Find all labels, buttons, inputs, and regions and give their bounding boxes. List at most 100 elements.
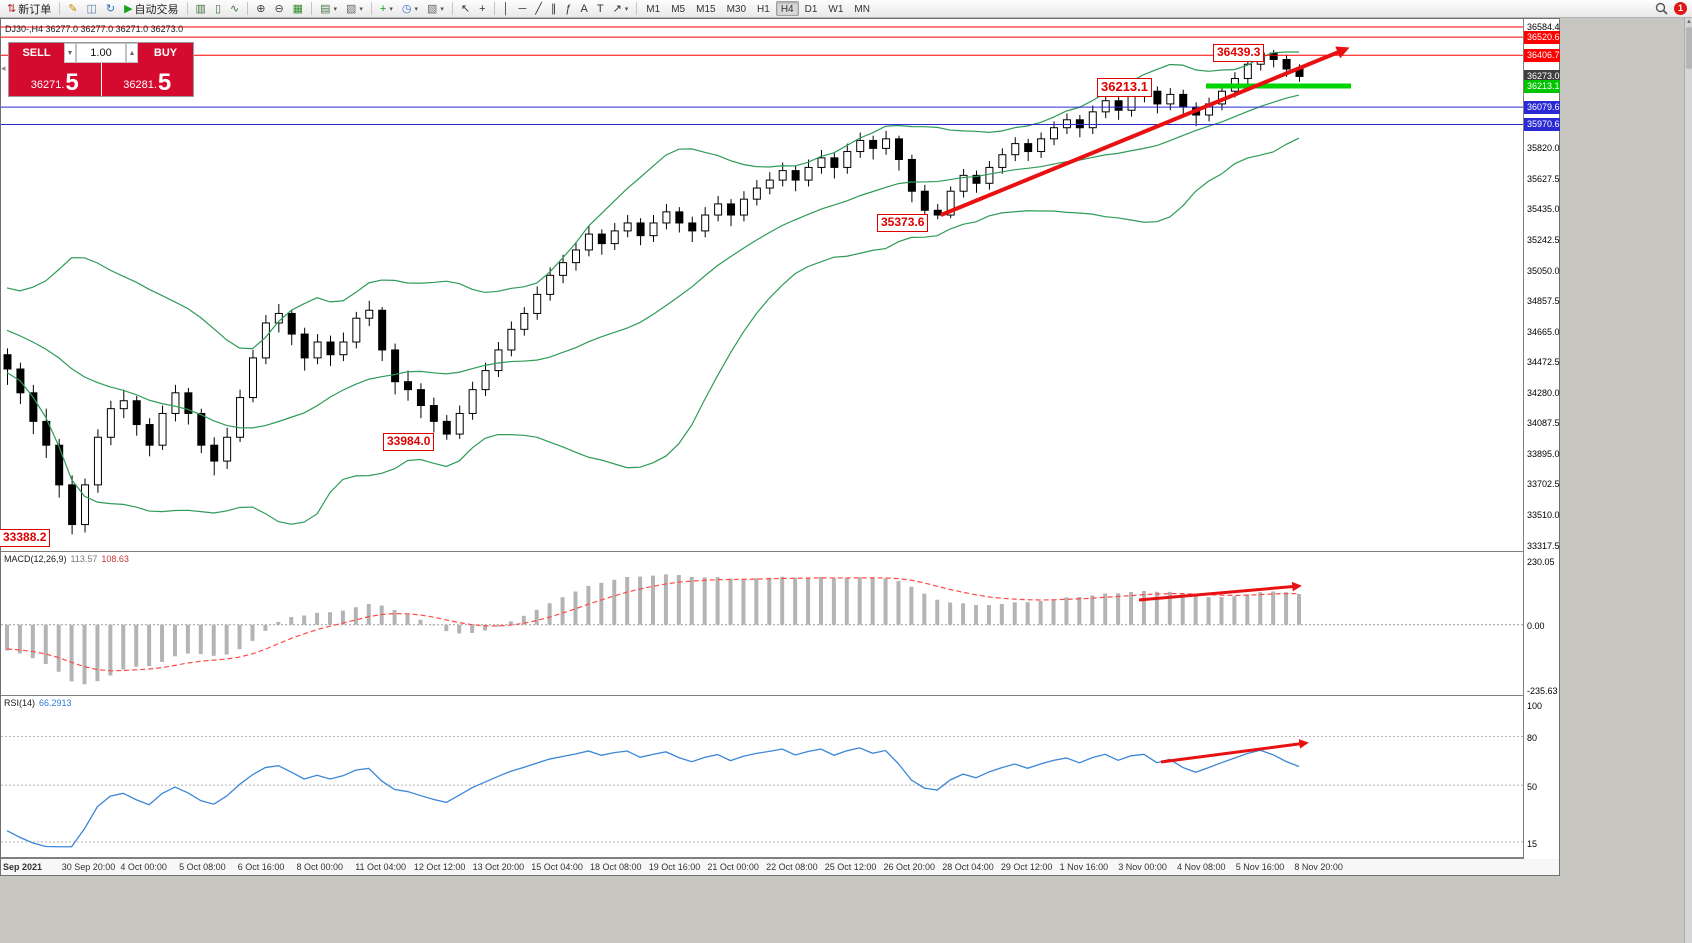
new-chart-button[interactable]: ▤ ▾ (316, 1, 341, 17)
timeframe-h1-button[interactable]: H1 (757, 4, 770, 15)
dropdown-caret-icon: ▾ (359, 5, 363, 13)
price-scale[interactable]: 35820.0 35627.5 35435.0 35242.5 35050.0 34857… (1523, 19, 1560, 859)
clock-icon: ◷ (401, 2, 412, 15)
price-marker-blue: 35970.6 (1524, 118, 1560, 132)
candlestick-chart-button[interactable]: ▯ (211, 1, 225, 17)
text-label-button[interactable]: T (593, 1, 608, 17)
time-axis[interactable]: Sep 2021 30 Sep 20:00 4 Oct 00:00 5 Oct 08:… (1, 858, 1559, 875)
arrow-tool-icon: ↗ (612, 2, 622, 15)
price-scale-label: 34665.0 (1527, 326, 1560, 337)
profiles-button[interactable]: ▨ ▾ (342, 1, 367, 17)
notification-badge[interactable]: 1 (1674, 2, 1687, 15)
volume-input[interactable]: 1.00 (76, 43, 126, 63)
macd-canvas[interactable] (1, 552, 1524, 696)
timeframe-m15-button[interactable]: M15 (696, 4, 716, 15)
vertical-scrollbar[interactable]: ▲ (1684, 18, 1692, 943)
timeframe-m30-button[interactable]: M30 (726, 4, 747, 15)
crosshair-icon: + (479, 2, 486, 15)
periods-button[interactable]: ◷ ▾ (398, 1, 422, 17)
rsi-canvas[interactable] (1, 696, 1524, 857)
fibonacci-button[interactable]: ƒ (561, 1, 575, 17)
timeframe-mn-button[interactable]: MN (854, 4, 870, 15)
templates-button[interactable]: ▧ ▾ (423, 1, 448, 17)
rsi-pane: RSI(14) 66.2913 (1, 696, 1524, 858)
buy-price-button[interactable]: 36281. 5 (101, 63, 193, 96)
text-button[interactable]: A (576, 1, 591, 17)
tile-windows-button[interactable]: ▦ (289, 1, 307, 17)
time-label: 5 Nov 16:00 (1235, 862, 1285, 873)
trendline-button[interactable]: ╱ (531, 1, 546, 17)
scrollbar-thumb[interactable] (1686, 27, 1692, 69)
metaeditor-icon: ✎ (68, 2, 78, 15)
time-label: 15 Oct 04:00 (531, 862, 583, 873)
pane-splitter[interactable] (1, 695, 1559, 697)
pane-splitter[interactable] (1, 550, 1559, 552)
indicators-button[interactable]: + ▾ (376, 1, 397, 17)
zoom-out-button[interactable]: ⊖ (270, 1, 287, 17)
sell-price-button[interactable]: 36271. 5 (9, 63, 101, 96)
trade-panel-collapse-arrow[interactable]: ◂ (1, 63, 6, 73)
cursor-button[interactable]: ↖ (457, 1, 474, 17)
timeframe-m1-button[interactable]: M1 (646, 4, 661, 15)
autotrading-button[interactable]: ▶ 自动交易 (120, 1, 182, 17)
time-label: 21 Oct 00:00 (707, 862, 759, 873)
scrollbar-up-icon[interactable]: ▲ (1686, 19, 1692, 25)
volume-down-button[interactable]: ▼ (64, 43, 76, 63)
bar-chart-button[interactable]: ▥ (192, 1, 210, 17)
toolbar-separator (247, 2, 249, 15)
macd-value-main: 113.57 (70, 553, 98, 564)
timeframe-m5-button[interactable]: M5 (671, 4, 686, 15)
zoom-in-button[interactable]: ⊕ (252, 1, 269, 17)
fibonacci-icon: ƒ (565, 2, 572, 15)
metaeditor-button[interactable]: ✎ (64, 1, 81, 17)
buy-button[interactable]: BUY (138, 43, 193, 63)
time-label: 26 Oct 20:00 (883, 862, 936, 873)
crosshair-button[interactable]: + (475, 1, 489, 17)
macd-scale-label: 230.05 (1527, 557, 1555, 567)
toolbar-separator (59, 2, 61, 15)
price-scale-label: 35242.5 (1527, 235, 1560, 246)
volume-up-button[interactable]: ▲ (126, 43, 138, 63)
vertical-line-button[interactable]: │ (499, 1, 514, 17)
price-chart-canvas[interactable] (1, 19, 1524, 552)
macd-value-signal: 108.63 (101, 553, 129, 564)
price-scale-label: 34087.5 (1527, 418, 1560, 429)
text-icon: A (580, 2, 588, 15)
time-label: Sep 2021 (3, 862, 43, 873)
indicators-plus-icon: + (379, 2, 387, 15)
chart-symbol-ohlc: DJ30-,H4 36277.0 36277.0 36271.0 36273.0 (5, 24, 184, 34)
line-chart-button[interactable]: ∿ (226, 1, 243, 17)
time-label: 25 Oct 12:00 (824, 862, 877, 873)
candlestick-icon: ▯ (214, 2, 221, 15)
sell-button[interactable]: SELL (9, 43, 64, 63)
line-chart-icon: ∿ (230, 2, 240, 15)
volume-value: 1.00 (90, 47, 112, 59)
time-label: 4 Oct 00:00 (120, 862, 167, 873)
refresh-button[interactable]: ↻ (102, 1, 119, 17)
time-label: 30 Sep 20:00 (61, 862, 116, 873)
timeframe-w1-button[interactable]: W1 (828, 4, 844, 15)
toolbar-separator (493, 2, 495, 15)
rsi-label: RSI(14) 66.2913 (4, 698, 72, 708)
chart-profile-button[interactable]: ◫ (82, 1, 100, 17)
pane-splitter[interactable] (1, 857, 1559, 859)
price-scale-label: 34472.5 (1527, 357, 1560, 368)
new-order-button-label: 新订单 (18, 3, 52, 16)
timeframe-h4-button[interactable]: H4 (775, 1, 799, 16)
new-order-button[interactable]: ⇅ 新订单 (3, 1, 55, 17)
time-label: 5 Oct 08:00 (179, 862, 226, 873)
arrows-button[interactable]: ↗ ▾ (609, 1, 633, 17)
dropdown-caret-icon: ▾ (414, 5, 418, 13)
price-pane: DJ30-,H4 36277.0 36277.0 36271.0 36273.0… (0, 19, 1524, 552)
time-label: 8 Nov 20:00 (1294, 862, 1343, 873)
horizontal-line-button[interactable]: ─ (514, 1, 530, 17)
timeframe-d1-button[interactable]: D1 (804, 4, 818, 15)
cursor-icon: ↖ (460, 2, 471, 15)
templates-icon: ▧ (426, 2, 438, 15)
toolbar-separator (636, 2, 638, 15)
search-icon[interactable] (1655, 2, 1668, 15)
toolbar-separator (370, 2, 372, 15)
price-scale-label: 33895.0 (1527, 448, 1560, 459)
toolbar-separator (451, 2, 453, 15)
channel-button[interactable]: ∥ (547, 1, 561, 17)
